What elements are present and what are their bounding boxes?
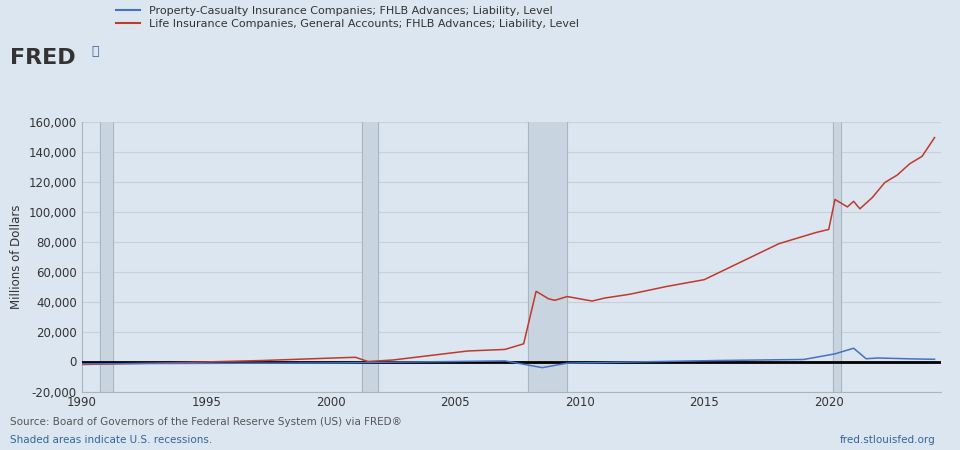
Text: 📈: 📈 <box>91 45 99 58</box>
Text: fred.stlouisfed.org: fred.stlouisfed.org <box>840 435 936 445</box>
Legend: Property-Casualty Insurance Companies; FHLB Advances; Liability, Level, Life Ins: Property-Casualty Insurance Companies; F… <box>116 5 579 29</box>
Text: FRED: FRED <box>10 49 75 68</box>
Text: Shaded areas indicate U.S. recessions.: Shaded areas indicate U.S. recessions. <box>10 435 212 445</box>
Y-axis label: Millions of Dollars: Millions of Dollars <box>10 204 23 309</box>
Bar <box>833 122 841 392</box>
Bar <box>100 122 112 392</box>
Text: Source: Board of Governors of the Federal Reserve System (US) via FRED®: Source: Board of Governors of the Federa… <box>10 417 401 427</box>
Bar <box>528 122 567 392</box>
Bar <box>362 122 378 392</box>
